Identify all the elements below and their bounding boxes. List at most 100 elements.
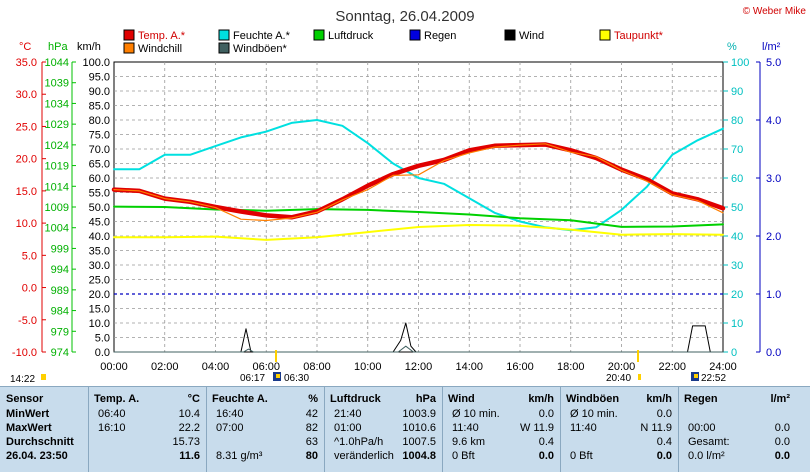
sun-icon <box>41 374 46 380</box>
hpa-tick-label: 1009 <box>45 202 69 214</box>
sunrise-icon-inner <box>276 374 280 378</box>
x-tick-label: 22:00 <box>658 361 686 373</box>
row-hum_v: 80 <box>305 450 318 462</box>
pct-tick-label: 100 <box>731 57 749 69</box>
celsius-tick-label: -10.0 <box>12 347 37 359</box>
row-hum_t: 07:00 <box>216 422 244 434</box>
header-gust: Windböen <box>566 393 620 405</box>
civil-rise-label: 06:30 <box>284 373 309 384</box>
celsius-tick-label: 10.0 <box>16 218 37 230</box>
row-gust_v: 0.0 <box>656 450 672 462</box>
row-press_t: 01:00 <box>334 422 362 434</box>
kmh-tick-label: 35.0 <box>89 246 110 258</box>
kmh-tick-label: 55.0 <box>89 188 110 200</box>
kmh-tick-label: 10.0 <box>89 318 110 330</box>
hpa-tick-label: 1039 <box>45 78 69 90</box>
sunrise-label: 06:17 <box>240 373 265 384</box>
row-wind_v: 0.0 <box>538 408 554 420</box>
lm2-tick-label: 2.0 <box>766 231 781 243</box>
unit-hpa: hPa <box>48 41 68 53</box>
row-wind_v: 0.4 <box>538 436 554 448</box>
celsius-tick-label: -5.0 <box>18 315 37 327</box>
x-tick-label: 00:00 <box>100 361 128 373</box>
kmh-tick-label: 70.0 <box>89 144 110 156</box>
unit-pct: % <box>727 41 737 53</box>
unit-lm2: l/m² <box>762 41 781 53</box>
row-gust_t: 0 Bft <box>570 450 593 462</box>
hpa-tick-label: 1019 <box>45 161 69 173</box>
x-tick-label: 20:00 <box>608 361 636 373</box>
sunset-icon <box>638 374 641 380</box>
kmh-tick-label: 20.0 <box>89 289 110 301</box>
header-wind-unit: km/h <box>528 393 554 405</box>
row-hum_v: 42 <box>305 408 318 420</box>
hpa-tick-label: 1044 <box>45 57 69 69</box>
series-line-luftdruck <box>113 205 724 228</box>
header-hum-unit: % <box>308 393 318 405</box>
lm2-tick-label: 0.0 <box>766 347 781 359</box>
row-rain_t: Gesamt: <box>688 436 730 448</box>
kmh-tick-label: 15.0 <box>89 304 110 316</box>
row-rain_t: 00:00 <box>688 422 716 434</box>
sun-markers: 14:22 06:17 06:30 20:40 22:52 <box>10 350 726 385</box>
legend-label: Regen <box>424 30 456 42</box>
celsius-tick-label: 20.0 <box>16 154 37 166</box>
unit-celsius: °C <box>19 41 31 53</box>
table-column-divider <box>678 387 679 472</box>
row-label: MaxWert <box>6 422 52 434</box>
hpa-tick-label: 1029 <box>45 119 69 131</box>
kmh-tick-label: 80.0 <box>89 115 110 127</box>
row-temp_t: 16:10 <box>98 422 126 434</box>
row-wind_t: 9.6 km <box>452 436 486 448</box>
celsius-tick-label: 0.0 <box>22 283 37 295</box>
legend-swatch <box>218 42 230 54</box>
pct-tick-label: 40 <box>731 231 743 243</box>
series-line-taupunkt <box>113 224 724 241</box>
row-hum_v: 63 <box>305 436 318 448</box>
legend-label: Temp. A.* <box>138 30 186 42</box>
hpa-tick-label: 1014 <box>45 181 69 193</box>
legend-label: Wind <box>519 30 544 42</box>
celsius-tick-label: 25.0 <box>16 121 37 133</box>
chart-legend: Temp. A.* Feuchte A.* Luftdruck Regen Wind Ta… <box>123 29 664 55</box>
kmh-tick-label: 50.0 <box>89 202 110 214</box>
series-line-windb-en <box>113 345 724 353</box>
lm2-tick-label: 4.0 <box>766 115 781 127</box>
kmh-tick-label: 5.0 <box>95 333 110 345</box>
statistics-table: Sensor Temp. A. °C Feuchte A.% Luftdruck hPa W… <box>0 386 810 472</box>
x-tick-label: 18:00 <box>557 361 585 373</box>
axis-units: °C hPa km/h % l/m² <box>19 41 781 53</box>
legend-label: Feuchte A.* <box>233 30 291 42</box>
row-rain_t: 0.0 l/m² <box>688 450 725 462</box>
sunrise-marker <box>275 350 277 362</box>
row-gust_v: 0.0 <box>656 408 672 420</box>
row-press_v: 1007.5 <box>402 436 436 448</box>
row-rain_v: 0.0 <box>774 436 790 448</box>
row-hum_t: 16:40 <box>216 408 244 420</box>
row-gust_v: 0.4 <box>656 436 672 448</box>
row-gust_t: 11:40 <box>570 422 597 434</box>
hpa-tick-label: 979 <box>51 326 69 338</box>
sunset-label: 20:40 <box>606 373 631 384</box>
x-tick-label: 04:00 <box>202 361 230 373</box>
x-tick-label: 24:00 <box>709 361 737 373</box>
row-label: MinWert <box>6 408 50 420</box>
kmh-tick-label: 40.0 <box>89 231 110 243</box>
table-column-divider <box>88 387 89 472</box>
table-column-divider <box>560 387 561 472</box>
hpa-tick-label: 994 <box>51 264 69 276</box>
civil-set-icon-inner <box>694 374 698 378</box>
hpa-tick-label: 1024 <box>45 140 69 152</box>
row-temp_v: 10.4 <box>178 408 200 420</box>
series-line-feuchte-a <box>113 119 724 232</box>
hpa-tick-label: 999 <box>51 243 69 255</box>
lm2-tick-label: 3.0 <box>766 173 781 185</box>
lm2-tick-label: 5.0 <box>766 57 781 69</box>
celsius-tick-label: 5.0 <box>22 250 37 262</box>
table-column-divider <box>442 387 443 472</box>
hpa-tick-label: 974 <box>51 347 69 359</box>
series-line-windchill <box>113 143 724 222</box>
header-gust-unit: km/h <box>646 393 672 405</box>
pct-tick-label: 90 <box>731 86 743 98</box>
table-column-divider <box>324 387 325 472</box>
